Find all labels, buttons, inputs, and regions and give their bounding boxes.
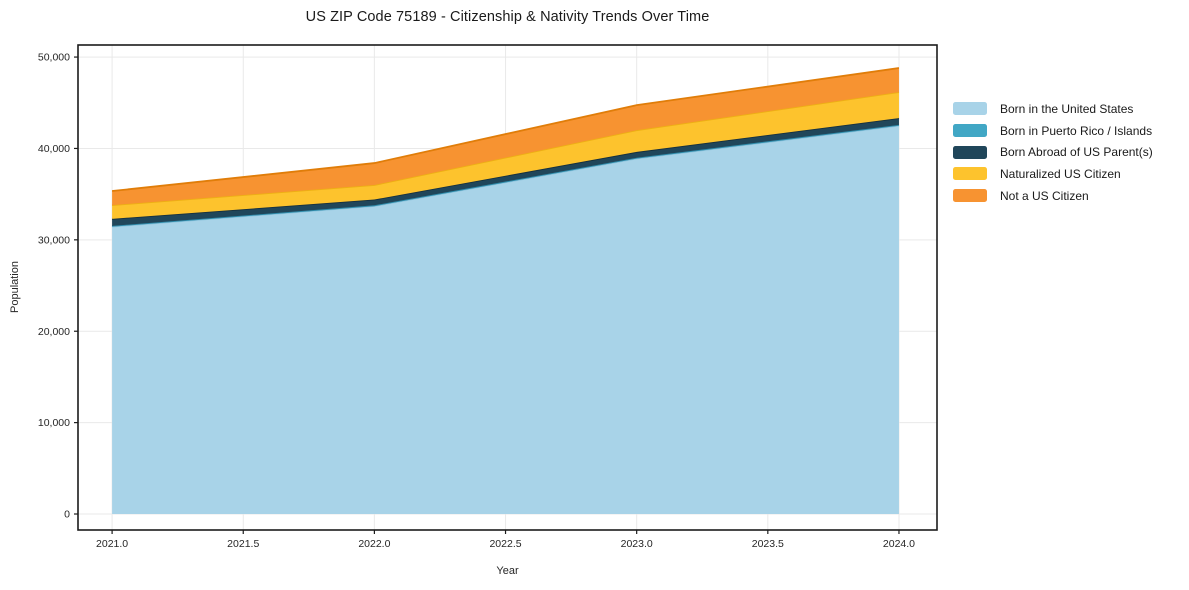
x-axis-label: Year <box>496 565 519 577</box>
legend: Born in the United States Born in Puerto … <box>953 98 1153 206</box>
legend-label: Born in Puerto Rico / Islands <box>1000 123 1153 138</box>
x-tick-label: 2022.5 <box>489 538 521 550</box>
area-series-2 <box>112 118 899 226</box>
area-series-3 <box>112 92 899 219</box>
legend-item-0: Born in the United States <box>953 98 1153 120</box>
legend-swatch-icon <box>953 102 987 116</box>
legend-item-3: Naturalized US Citizen <box>953 163 1153 185</box>
legend-item-2: Born Abroad of US Parent(s) <box>953 141 1153 163</box>
x-tick-label: 2021.5 <box>227 538 259 550</box>
legend-label: Born Abroad of US Parent(s) <box>1000 145 1153 160</box>
x-tick-label: 2023.5 <box>752 538 784 550</box>
x-tick-label: 2021.0 <box>96 538 128 550</box>
legend-item-1: Born in Puerto Rico / Islands <box>953 120 1153 142</box>
area-series-0 <box>112 125 899 515</box>
legend-swatch-icon <box>953 167 987 181</box>
y-tick-label: 10,000 <box>38 417 70 429</box>
chart-title: US ZIP Code 75189 - Citizenship & Nativi… <box>305 9 710 25</box>
y-tick-label: 50,000 <box>38 52 70 64</box>
legend-item-4: Not a US Citizen <box>953 185 1153 207</box>
x-tick-label: 2024.0 <box>883 538 915 550</box>
x-tick-label: 2022.0 <box>358 538 390 550</box>
area-edge-4 <box>112 67 900 192</box>
y-tick-label: 30,000 <box>38 234 70 246</box>
x-tick-label: 2023.0 <box>621 538 653 550</box>
legend-label: Born in the United States <box>1000 101 1134 116</box>
y-tick-label: 0 <box>64 509 70 521</box>
legend-swatch-icon <box>953 189 987 203</box>
y-tick-label: 20,000 <box>38 326 70 338</box>
y-axis-label: Population <box>9 261 21 313</box>
axes-spines <box>77 44 938 531</box>
legend-swatch-icon <box>953 145 987 159</box>
y-tick-label: 40,000 <box>38 143 70 155</box>
legend-label: Not a US Citizen <box>1000 188 1089 203</box>
legend-swatch-icon <box>953 124 987 138</box>
legend-label: Naturalized US Citizen <box>1000 166 1121 181</box>
